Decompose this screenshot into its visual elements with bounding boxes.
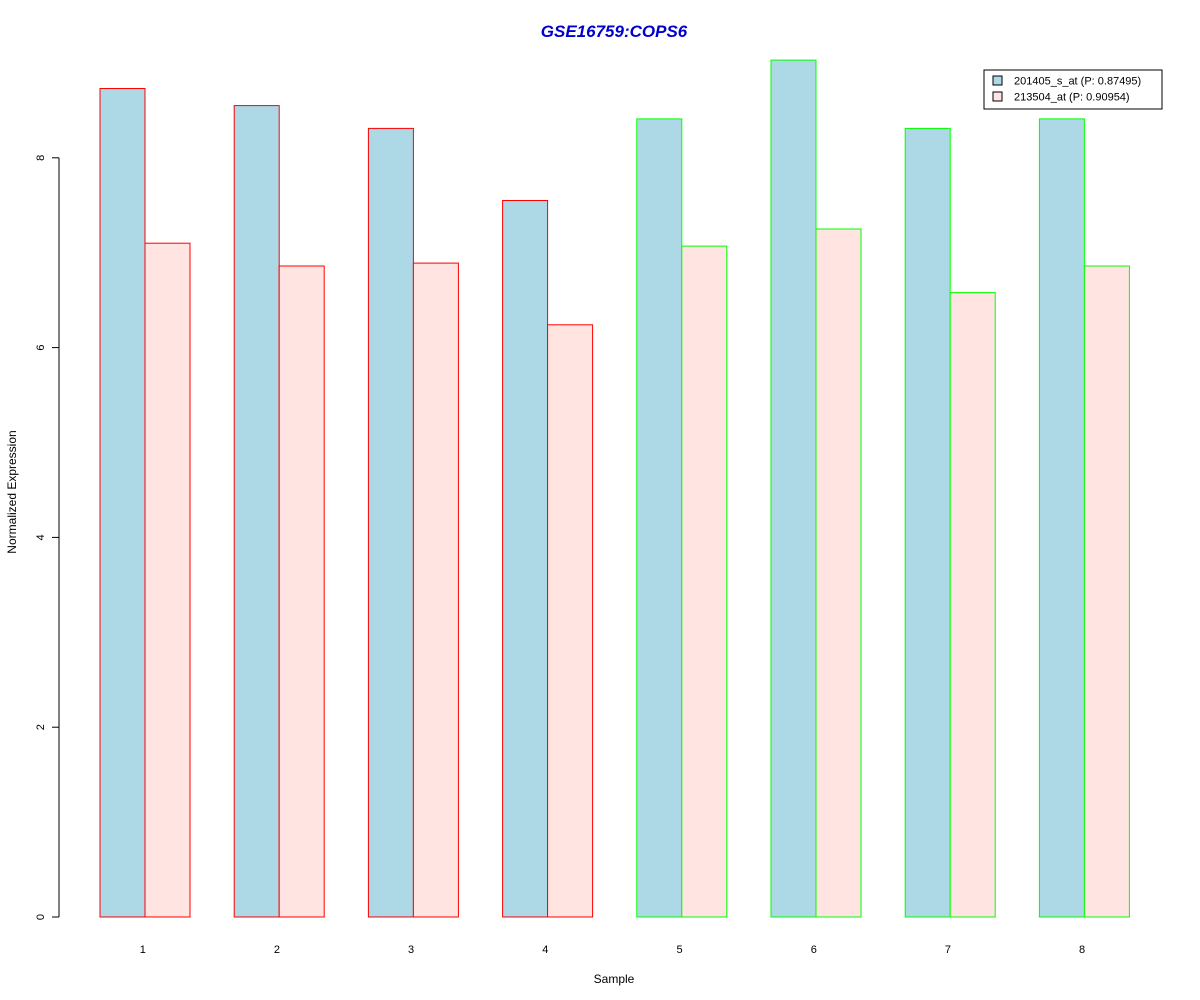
bar-3-series-2 (412, 262, 459, 918)
bar-2-series-2 (278, 265, 325, 918)
y-tick-label-2: 2 (35, 724, 47, 730)
bar-6-series-1 (770, 59, 817, 918)
chart-title: GSE16759:COPS6 (541, 22, 688, 41)
x-tick-label-2: 2 (274, 944, 280, 956)
bar-2-series-1 (233, 105, 280, 918)
y-tick-label-6: 6 (35, 345, 47, 351)
x-tick-label-6: 6 (811, 944, 817, 956)
bars-group (99, 59, 1130, 918)
bar-5-series-2 (681, 245, 728, 918)
y-tick-label-8: 8 (35, 155, 47, 161)
y-tick-label-0: 0 (35, 914, 47, 920)
x-tick-label-8: 8 (1079, 944, 1085, 956)
bar-3-series-1 (367, 127, 414, 918)
legend: 201405_s_at (P: 0.87495) 213504_at (P: 0.… (983, 69, 1163, 110)
bar-8-series-2 (1083, 265, 1130, 918)
x-tick-label-1: 1 (140, 944, 146, 956)
bar-6-series-2 (815, 228, 862, 918)
bar-4-series-1 (502, 200, 549, 918)
legend-label-2: 213504_at (P: 0.90954) (1014, 92, 1130, 104)
bar-7-series-2 (949, 292, 996, 918)
legend-label-1: 201405_s_at (P: 0.87495) (1014, 76, 1141, 88)
x-tick-label-5: 5 (676, 944, 682, 956)
bar-8-series-1 (1038, 118, 1085, 918)
y-tick-label-4: 4 (35, 534, 47, 540)
bar-1-series-1 (99, 88, 146, 918)
bar-1-series-2 (144, 242, 191, 918)
legend-swatch-2 (992, 91, 1003, 102)
x-tick-label-4: 4 (542, 944, 548, 956)
x-axis-ticks: 1 2 3 4 5 6 7 8 (140, 944, 1085, 956)
bar-7-series-1 (904, 127, 951, 918)
legend-swatch-1 (992, 75, 1003, 86)
bar-4-series-2 (547, 324, 594, 918)
x-tick-label-3: 3 (408, 944, 414, 956)
legend-box (983, 69, 1163, 110)
x-tick-label-7: 7 (945, 944, 951, 956)
x-axis-label: Sample (594, 972, 635, 986)
y-axis: 0 2 4 6 8 (35, 155, 60, 920)
bar-5-series-1 (636, 118, 683, 918)
y-axis-label: Normalized Expression (5, 430, 19, 553)
